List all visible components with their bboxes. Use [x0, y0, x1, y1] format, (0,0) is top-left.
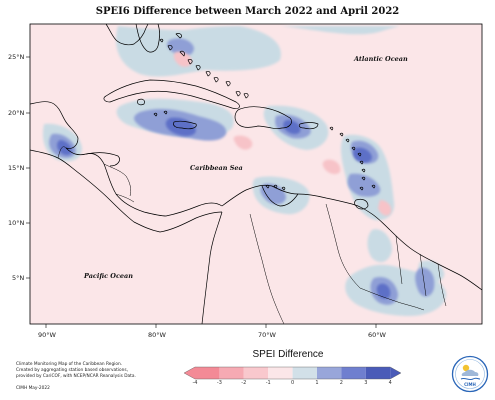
lon-tick-60w: 60°W — [368, 331, 386, 339]
lon-tick-70w: 70°W — [258, 331, 276, 339]
legend-swatch-7 — [341, 367, 366, 379]
legend-tick: 1 — [315, 380, 319, 386]
legend-swatch-3 — [243, 367, 269, 379]
footer-line-1: Climate Monitoring Map of the Caribbean … — [16, 362, 123, 367]
wet-anomaly-mid — [49, 38, 435, 305]
legend-tick: 3 — [364, 380, 368, 386]
legend-swatch-1 — [195, 367, 220, 379]
legend-swatch-2 — [219, 367, 244, 379]
lat-tick-5n: 5°N — [12, 274, 25, 282]
legend-tick: 4 — [388, 380, 392, 386]
footer-note: Climate Monitoring Map of the Caribbean … — [16, 362, 181, 392]
legend-tick: -3 — [216, 380, 222, 386]
legend-colorbar — [183, 366, 402, 380]
legend-swatch-4 — [268, 367, 293, 379]
cimh-logo-icon: CIMH — [451, 355, 489, 393]
lat-tick-25n: 25°N — [8, 53, 25, 61]
graticule-ticks — [26, 56, 377, 328]
pacific-ocean-label: Pacific Ocean — [84, 272, 133, 280]
legend-tick: 2 — [339, 380, 343, 386]
legend-swatch-5 — [292, 367, 317, 379]
lat-tick-10n: 10°N — [8, 219, 25, 227]
wet-anomaly-strong — [57, 117, 391, 299]
dry-anomaly-mid — [173, 51, 392, 216]
legend-swatch-max-arrow — [390, 367, 401, 379]
atlantic-ocean-label: Atlantic Ocean — [354, 55, 408, 63]
legend-tick: -2 — [241, 380, 247, 386]
caribbean-sea-label: Caribbean Sea — [190, 164, 243, 172]
footer-line-2: Created by aggregating station based obs… — [16, 368, 128, 373]
logo-text: CIMH — [464, 382, 476, 387]
footer-line-3: provided by CariCOF, with NCEP/NCAR Rean… — [16, 374, 136, 379]
coastlines — [29, 23, 483, 325]
legend-tick: -4 — [192, 380, 198, 386]
legend-tick: -1 — [265, 380, 271, 386]
lon-tick-90w: 90°W — [38, 331, 56, 339]
lat-tick-20n: 20°N — [8, 109, 25, 117]
legend-title: SPEI Difference — [252, 349, 324, 360]
footer-credit: CIMH May-2022 — [16, 386, 50, 391]
lon-tick-80w: 80°W — [148, 331, 166, 339]
legend-swatch-min-arrow — [184, 367, 195, 379]
legend-swatch-8 — [365, 367, 391, 379]
legend-swatch-6 — [317, 367, 342, 379]
map-title: SPEI6 Difference between March 2022 and … — [95, 6, 400, 17]
lat-tick-15n: 15°N — [8, 164, 25, 172]
legend-tick: 0 — [291, 380, 295, 386]
